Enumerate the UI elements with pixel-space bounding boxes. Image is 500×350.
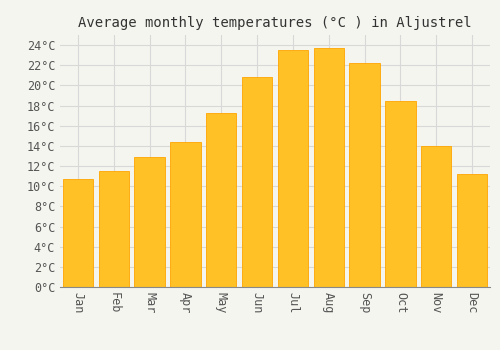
Bar — [242, 77, 272, 287]
Bar — [314, 48, 344, 287]
Bar — [206, 113, 236, 287]
Bar — [170, 142, 200, 287]
Bar — [134, 157, 165, 287]
Bar — [457, 174, 488, 287]
Title: Average monthly temperatures (°C ) in Aljustrel: Average monthly temperatures (°C ) in Al… — [78, 16, 472, 30]
Bar — [350, 63, 380, 287]
Bar — [385, 100, 416, 287]
Bar — [98, 171, 129, 287]
Bar — [421, 146, 452, 287]
Bar — [278, 50, 308, 287]
Bar — [62, 179, 93, 287]
